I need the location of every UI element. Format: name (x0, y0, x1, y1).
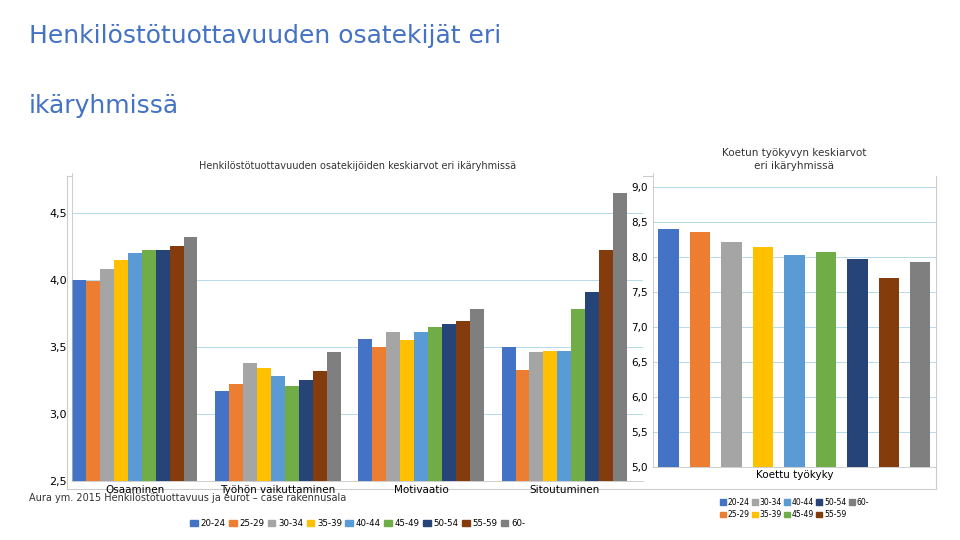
Text: ’: ’ (23, 516, 30, 535)
Bar (358, 339, 372, 540)
Text: Henkilöstötuottavuuden osatekijät eri: Henkilöstötuottavuuden osatekijät eri (29, 24, 501, 48)
Bar (229, 384, 243, 540)
Text: www.ossiaura.com: www.ossiaura.com (840, 518, 950, 532)
Bar (456, 321, 469, 540)
Bar (690, 232, 710, 540)
Bar (414, 332, 428, 540)
Bar (326, 352, 341, 540)
Bar (386, 332, 400, 540)
Bar (299, 380, 313, 540)
Bar (502, 347, 516, 540)
Bar (469, 309, 484, 540)
Bar (543, 351, 558, 540)
Bar (72, 280, 86, 540)
Bar (571, 309, 586, 540)
Bar (271, 376, 285, 540)
Text: ikäryhmissä: ikäryhmissä (29, 94, 179, 118)
Bar (86, 281, 100, 540)
Bar (847, 259, 868, 540)
Bar (659, 229, 679, 540)
Text: @AuraOssi: @AuraOssi (67, 518, 138, 532)
Bar (613, 193, 627, 540)
Bar (183, 237, 198, 540)
Bar (910, 262, 930, 540)
Bar (313, 371, 326, 540)
Text: Aura ym. 2015 Henkilöstötuottavuus ja eurot – case rakennusala: Aura ym. 2015 Henkilöstötuottavuus ja eu… (29, 493, 346, 503)
Bar (170, 246, 183, 540)
Bar (400, 340, 414, 540)
Bar (215, 391, 229, 540)
Title: Henkilöstötuottavuuden osatekijöiden keskiarvot eri ikäryhmissä: Henkilöstötuottavuuden osatekijöiden kes… (199, 160, 516, 171)
Bar (156, 251, 170, 540)
Bar (128, 253, 142, 540)
Bar (372, 347, 386, 540)
Bar (558, 351, 571, 540)
Bar (243, 363, 257, 540)
Bar (816, 252, 836, 540)
Bar (100, 269, 114, 540)
Bar (516, 369, 530, 540)
X-axis label: Koettu työkyky: Koettu työkyky (756, 470, 833, 480)
Bar (784, 255, 804, 540)
Title: Koetun työkyvyn keskiarvot
eri ikäryhmissä: Koetun työkyvyn keskiarvot eri ikäryhmis… (722, 148, 867, 171)
Legend: 20-24, 25-29, 30-34, 35-39, 40-44, 45-49, 50-54, 55-59, 60-: 20-24, 25-29, 30-34, 35-39, 40-44, 45-49… (186, 516, 529, 531)
Bar (530, 352, 543, 540)
Bar (599, 251, 613, 540)
Bar (442, 324, 456, 540)
Bar (285, 386, 299, 540)
Bar (428, 327, 442, 540)
Bar (721, 242, 742, 540)
Bar (753, 247, 773, 540)
Bar (142, 251, 156, 540)
Bar (878, 278, 899, 540)
Legend: 20-24, 25-29, 30-34, 35-39, 40-44, 45-49, 50-54, 55-59, 60-: 20-24, 25-29, 30-34, 35-39, 40-44, 45-49… (717, 495, 872, 522)
Bar (114, 260, 128, 540)
Bar (586, 292, 599, 540)
Bar (257, 368, 271, 540)
